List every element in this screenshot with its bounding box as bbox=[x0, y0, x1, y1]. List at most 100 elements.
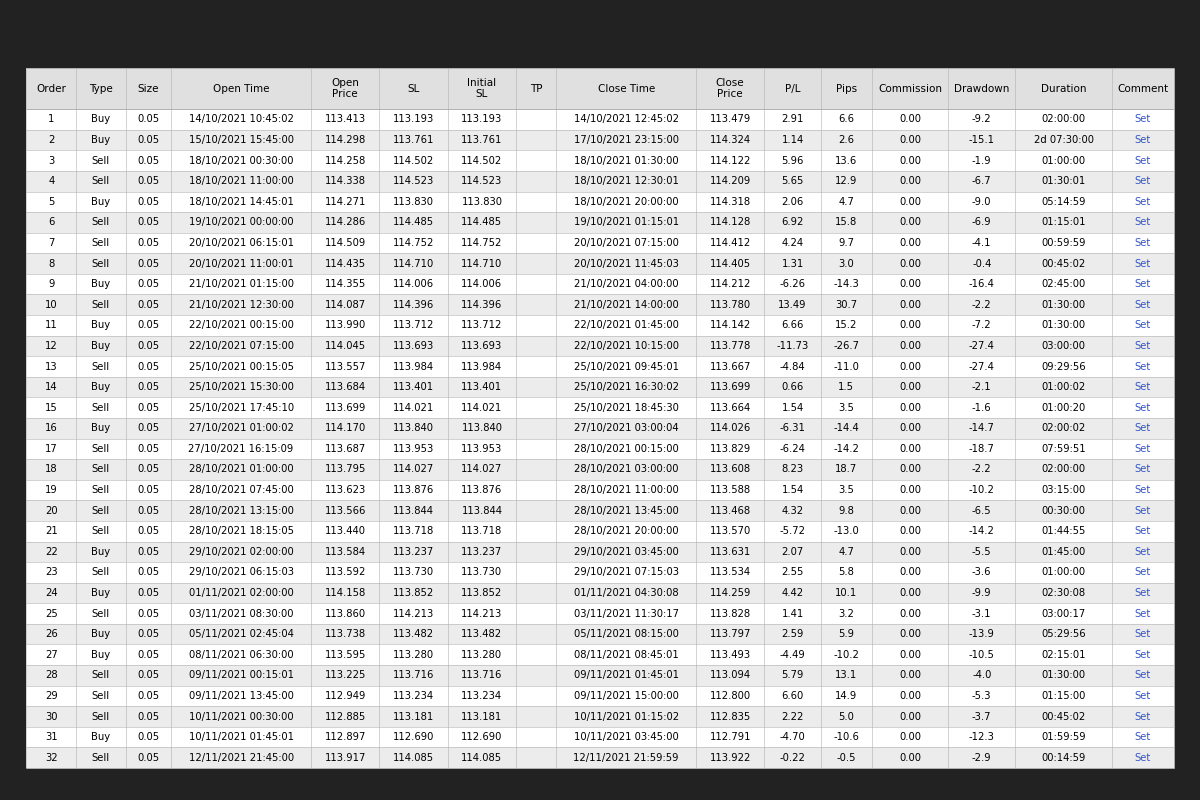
Text: Sell: Sell bbox=[92, 609, 110, 618]
Bar bbox=[26, 356, 1174, 377]
Text: 112.949: 112.949 bbox=[324, 691, 366, 701]
Text: 113.684: 113.684 bbox=[324, 382, 366, 392]
Text: 113.566: 113.566 bbox=[324, 506, 366, 516]
Text: 113.730: 113.730 bbox=[461, 567, 503, 578]
Text: Set: Set bbox=[1135, 382, 1151, 392]
Text: Set: Set bbox=[1135, 609, 1151, 618]
Bar bbox=[26, 438, 1174, 459]
Text: Commission: Commission bbox=[878, 83, 942, 94]
Text: 13: 13 bbox=[44, 362, 58, 371]
Text: 05/11/2021 08:15:00: 05/11/2021 08:15:00 bbox=[574, 629, 679, 639]
Text: 02:45:00: 02:45:00 bbox=[1042, 279, 1086, 289]
Text: 114.006: 114.006 bbox=[461, 279, 503, 289]
Text: 114.752: 114.752 bbox=[392, 238, 434, 248]
Text: 113.664: 113.664 bbox=[709, 402, 751, 413]
Text: 9.7: 9.7 bbox=[839, 238, 854, 248]
Bar bbox=[26, 212, 1174, 233]
Text: 112.690: 112.690 bbox=[461, 732, 503, 742]
Text: 0.00: 0.00 bbox=[899, 609, 920, 618]
Text: 0.00: 0.00 bbox=[899, 567, 920, 578]
Bar bbox=[26, 686, 1174, 706]
Text: 4.7: 4.7 bbox=[839, 547, 854, 557]
Bar bbox=[26, 68, 1174, 768]
Text: 8: 8 bbox=[48, 258, 54, 269]
Bar bbox=[26, 336, 1174, 356]
Bar bbox=[26, 68, 1174, 109]
Text: 0.00: 0.00 bbox=[899, 135, 920, 145]
Text: Sell: Sell bbox=[92, 362, 110, 371]
Text: 0.05: 0.05 bbox=[138, 382, 160, 392]
Text: 18/10/2021 12:30:01: 18/10/2021 12:30:01 bbox=[574, 176, 679, 186]
Text: 10.1: 10.1 bbox=[835, 588, 857, 598]
Text: 25: 25 bbox=[44, 609, 58, 618]
Text: -6.5: -6.5 bbox=[972, 506, 991, 516]
Text: 0.00: 0.00 bbox=[899, 218, 920, 227]
Text: 29/10/2021 06:15:03: 29/10/2021 06:15:03 bbox=[188, 567, 294, 578]
Text: 0.05: 0.05 bbox=[138, 300, 160, 310]
Text: 1.14: 1.14 bbox=[781, 135, 804, 145]
Text: 0.00: 0.00 bbox=[899, 114, 920, 125]
Text: 0.00: 0.00 bbox=[899, 176, 920, 186]
Text: Set: Set bbox=[1135, 300, 1151, 310]
Text: -4.84: -4.84 bbox=[780, 362, 805, 371]
Text: Buy: Buy bbox=[91, 423, 110, 434]
Text: 0.00: 0.00 bbox=[899, 465, 920, 474]
Text: 25/10/2021 17:45:10: 25/10/2021 17:45:10 bbox=[188, 402, 294, 413]
Text: 113.778: 113.778 bbox=[709, 341, 751, 351]
Text: 7: 7 bbox=[48, 238, 54, 248]
Text: 18: 18 bbox=[44, 465, 58, 474]
Text: 0.00: 0.00 bbox=[899, 588, 920, 598]
Text: -12.3: -12.3 bbox=[968, 732, 995, 742]
Text: 114.021: 114.021 bbox=[461, 402, 503, 413]
Text: 113.860: 113.860 bbox=[324, 609, 366, 618]
Text: 25/10/2021 09:45:01: 25/10/2021 09:45:01 bbox=[574, 362, 679, 371]
Bar bbox=[26, 624, 1174, 645]
Text: 113.761: 113.761 bbox=[392, 135, 434, 145]
Text: 112.791: 112.791 bbox=[709, 732, 751, 742]
Text: 20: 20 bbox=[44, 506, 58, 516]
Text: 20/10/2021 06:15:01: 20/10/2021 06:15:01 bbox=[188, 238, 294, 248]
Text: 113.984: 113.984 bbox=[461, 362, 503, 371]
Text: Close
Price: Close Price bbox=[716, 78, 744, 99]
Bar bbox=[26, 377, 1174, 398]
Text: Pips: Pips bbox=[835, 83, 857, 94]
Text: 32: 32 bbox=[44, 753, 58, 762]
Text: Sell: Sell bbox=[92, 402, 110, 413]
Text: 21/10/2021 04:00:00: 21/10/2021 04:00:00 bbox=[574, 279, 678, 289]
Text: 0.05: 0.05 bbox=[138, 238, 160, 248]
Text: -27.4: -27.4 bbox=[968, 362, 995, 371]
Text: -6.26: -6.26 bbox=[780, 279, 805, 289]
Text: -3.7: -3.7 bbox=[972, 711, 991, 722]
Text: 113.840: 113.840 bbox=[462, 423, 503, 434]
Bar bbox=[26, 706, 1174, 727]
Text: Set: Set bbox=[1135, 547, 1151, 557]
Text: 01:30:00: 01:30:00 bbox=[1042, 670, 1086, 680]
Text: 0.05: 0.05 bbox=[138, 362, 160, 371]
Text: -1.9: -1.9 bbox=[972, 156, 991, 166]
Bar bbox=[26, 274, 1174, 294]
Text: 13.6: 13.6 bbox=[835, 156, 857, 166]
Text: -4.70: -4.70 bbox=[780, 732, 805, 742]
Text: 0.05: 0.05 bbox=[138, 609, 160, 618]
Text: 5.8: 5.8 bbox=[839, 567, 854, 578]
Text: 114.710: 114.710 bbox=[392, 258, 434, 269]
Text: -11.73: -11.73 bbox=[776, 341, 809, 351]
Text: 15.8: 15.8 bbox=[835, 218, 857, 227]
Text: 18/10/2021 14:45:01: 18/10/2021 14:45:01 bbox=[188, 197, 294, 207]
Text: Sell: Sell bbox=[92, 691, 110, 701]
Text: 0.00: 0.00 bbox=[899, 547, 920, 557]
Text: 113.468: 113.468 bbox=[709, 506, 751, 516]
Text: Set: Set bbox=[1135, 588, 1151, 598]
Text: 27/10/2021 16:15:09: 27/10/2021 16:15:09 bbox=[188, 444, 294, 454]
Bar bbox=[26, 645, 1174, 665]
Text: 2.59: 2.59 bbox=[781, 629, 804, 639]
Text: 114.170: 114.170 bbox=[324, 423, 366, 434]
Text: 113.588: 113.588 bbox=[709, 485, 751, 495]
Text: -5.72: -5.72 bbox=[780, 526, 805, 536]
Text: 113.780: 113.780 bbox=[709, 300, 751, 310]
Text: 114.710: 114.710 bbox=[461, 258, 503, 269]
Text: 27/10/2021 03:00:04: 27/10/2021 03:00:04 bbox=[574, 423, 678, 434]
Text: 114.523: 114.523 bbox=[392, 176, 434, 186]
Text: 5: 5 bbox=[48, 197, 54, 207]
Text: Close Time: Close Time bbox=[598, 83, 655, 94]
